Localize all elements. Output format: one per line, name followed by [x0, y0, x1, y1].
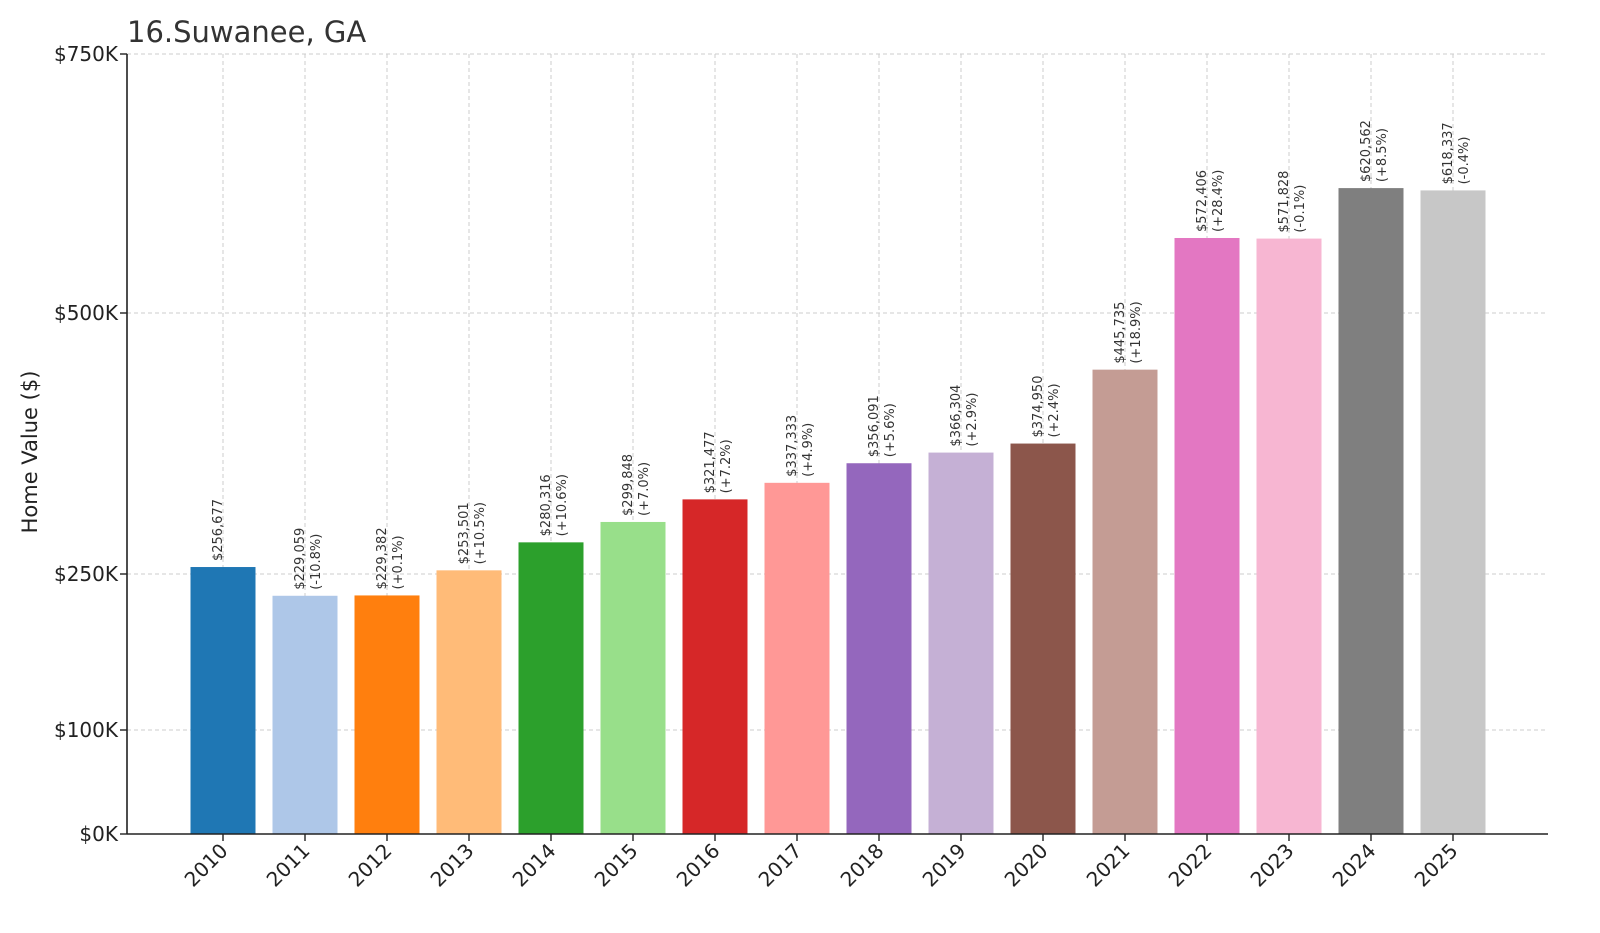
value-label-2022: $572,406	[1195, 170, 1210, 232]
change-label-2021: (+18.9%)	[1129, 301, 1144, 363]
bar-2011	[272, 595, 338, 834]
bar-2020	[1010, 443, 1076, 834]
change-label-2018: (+5.6%)	[883, 403, 898, 457]
bar-2010	[190, 567, 256, 834]
x-tick-label-2010: 2010	[180, 839, 233, 892]
change-label-2019: (+2.9%)	[965, 393, 980, 447]
change-label-2023: (-0.1%)	[1293, 185, 1308, 233]
bar-2022	[1174, 237, 1240, 835]
bar-2025	[1420, 190, 1486, 835]
change-label-2012: (+0.1%)	[391, 535, 406, 589]
change-label-2015: (+7.0%)	[637, 462, 652, 516]
y-tick-label: $0K	[79, 822, 118, 846]
value-label-2023: $571,828	[1277, 171, 1292, 233]
change-label-2025: (-0.4%)	[1457, 137, 1472, 185]
bar-2015	[600, 521, 666, 834]
x-tick-label-2022: 2022	[1164, 839, 1217, 892]
bar-2021	[1092, 369, 1158, 834]
value-label-2012: $229,382	[375, 527, 390, 589]
x-tick-label-2011: 2011	[262, 839, 315, 892]
y-tick-label: $250K	[54, 562, 119, 586]
change-label-2024: (+8.5%)	[1375, 128, 1390, 182]
chart-title: 16.Suwanee, GA	[127, 15, 366, 49]
value-label-2020: $374,950	[1031, 376, 1046, 438]
value-label-2013: $253,501	[457, 502, 472, 564]
change-label-2011: (-10.8%)	[309, 534, 324, 590]
bar-2012	[354, 595, 420, 834]
value-label-2018: $356,091	[867, 395, 882, 457]
bar-2016	[682, 499, 748, 834]
change-label-2020: (+2.4%)	[1047, 383, 1062, 437]
x-tick-label-2025: 2025	[1410, 839, 1463, 892]
x-tick-label-2021: 2021	[1082, 839, 1135, 892]
change-label-2014: (+10.6%)	[555, 474, 570, 536]
value-label-2017: $337,333	[785, 415, 800, 477]
x-tick-label-2012: 2012	[344, 839, 397, 892]
value-label-2014: $280,316	[539, 474, 554, 536]
value-label-2024: $620,562	[1359, 120, 1374, 182]
value-label-2016: $321,477	[703, 431, 718, 493]
value-label-2019: $366,304	[949, 385, 964, 447]
bar-2019	[928, 452, 994, 834]
change-label-2013: (+10.5%)	[473, 502, 488, 564]
change-label-2022: (+28.4%)	[1211, 170, 1226, 232]
x-tick-label-2019: 2019	[918, 839, 971, 892]
value-label-2021: $445,735	[1113, 302, 1128, 364]
value-label-2011: $229,059	[293, 528, 308, 590]
y-tick-label: $100K	[54, 718, 119, 742]
data-labels: $256,677 $229,059 (-10.8%) $229,382 (+0.1%) $…	[211, 120, 1472, 590]
bar-2018	[846, 463, 912, 834]
x-tick-label-2016: 2016	[672, 839, 725, 892]
y-tick-label: $500K	[54, 301, 119, 325]
bars	[190, 188, 1486, 835]
y-axis-label: Home Value ($)	[18, 371, 42, 534]
value-label-2015: $299,848	[621, 454, 636, 516]
x-tick-label-2020: 2020	[1000, 839, 1053, 892]
change-label-2017: (+4.9%)	[801, 423, 816, 477]
bar-2017	[764, 482, 830, 834]
value-label-2010: $256,677	[211, 499, 226, 561]
bar-2023	[1256, 238, 1322, 835]
bar-2014	[518, 542, 584, 834]
x-tick-label-2017: 2017	[754, 839, 807, 892]
grid-lines	[127, 53, 1548, 834]
x-tick-label-2014: 2014	[508, 839, 561, 892]
x-tick-label-2023: 2023	[1246, 839, 1299, 892]
x-tick-label-2015: 2015	[590, 839, 643, 892]
bar-2024	[1338, 188, 1404, 834]
x-tick-label-2013: 2013	[426, 839, 479, 892]
bar-2013	[436, 570, 502, 834]
value-label-2025: $618,337	[1441, 122, 1456, 184]
y-tick-label: $750K	[54, 42, 119, 66]
x-tick-label-2024: 2024	[1328, 839, 1381, 892]
x-tick-label-2018: 2018	[836, 839, 889, 892]
change-label-2016: (+7.2%)	[719, 439, 734, 493]
